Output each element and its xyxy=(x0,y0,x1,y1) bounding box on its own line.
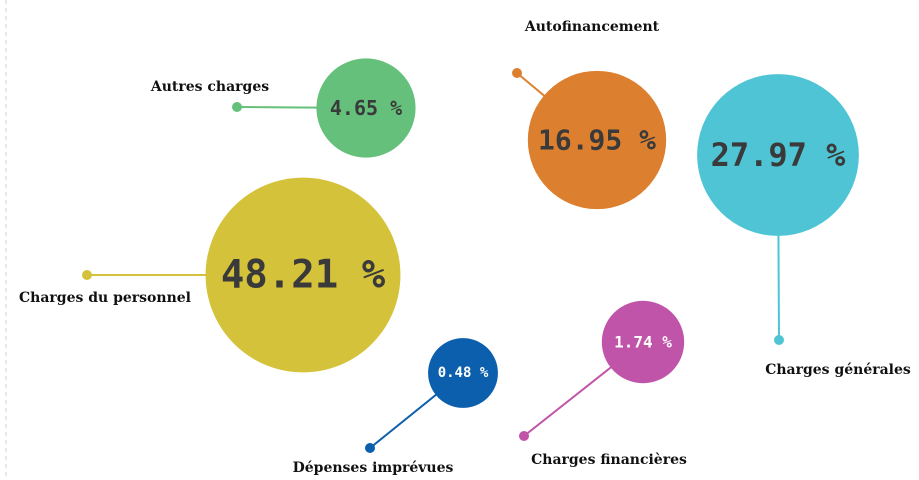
value-label: 16.95 % xyxy=(538,124,656,157)
bubble xyxy=(697,74,859,236)
bubble xyxy=(316,58,416,158)
category-label: Autofinancement xyxy=(524,19,660,35)
bubble xyxy=(527,70,667,210)
connector-dot xyxy=(512,68,522,78)
bubble xyxy=(428,338,498,408)
bubble xyxy=(601,300,685,384)
connector-dot xyxy=(519,431,529,441)
value-label: 0.48 % xyxy=(438,365,489,381)
value-label: 48.21 % xyxy=(221,253,386,298)
bubble xyxy=(205,177,401,373)
category-label: Charges financières xyxy=(531,452,687,468)
connector-dot xyxy=(774,335,784,345)
category-label: Charges générales xyxy=(765,362,911,378)
connector-dot xyxy=(365,443,375,453)
value-label: 27.97 % xyxy=(711,136,847,174)
category-label: Autres charges xyxy=(150,79,269,95)
value-label: 1.74 % xyxy=(614,333,672,352)
category-label: Dépenses imprévues xyxy=(293,460,454,476)
value-label: 4.65 % xyxy=(330,96,402,120)
category-label: Charges du personnel xyxy=(19,290,191,306)
connector-dot xyxy=(232,102,242,112)
connector-dot xyxy=(82,270,92,280)
